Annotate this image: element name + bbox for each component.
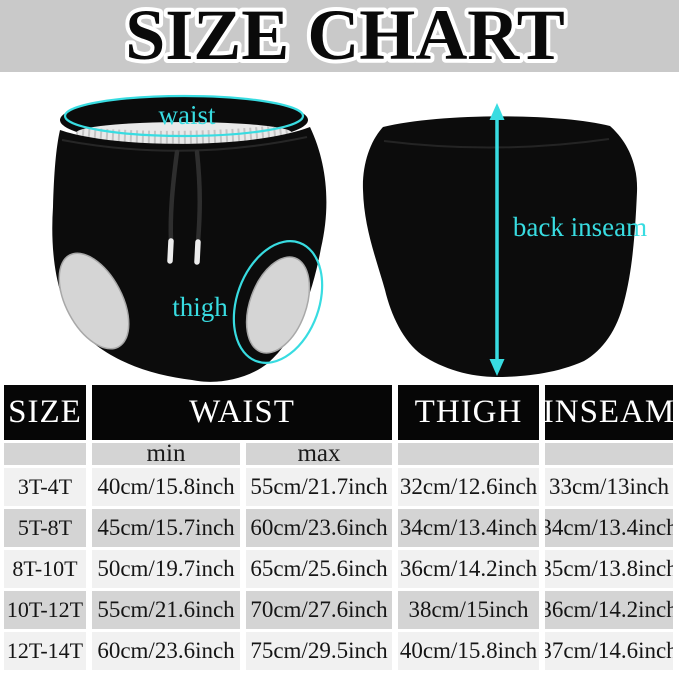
waist-max-cell: 70cm/27.6inch	[246, 591, 392, 629]
drawstring-left	[168, 149, 180, 244]
thigh-cell: 32cm/12.6inch	[398, 468, 539, 506]
size-cell: 8T-10T	[4, 550, 86, 588]
size-cell: 3T-4T	[4, 468, 86, 506]
waist-label: waist	[159, 100, 216, 130]
size-cell: 5T-8T	[4, 509, 86, 547]
inseam-cell: 33cm/13inch	[545, 468, 673, 506]
inseam-cell: 37cm/14.6inch	[545, 632, 673, 670]
subheader-empty-cell	[4, 443, 86, 465]
col-header-size: SIZE	[4, 385, 86, 440]
subheader-min: min	[92, 443, 240, 465]
waistband-pleats	[76, 123, 292, 144]
waist-max-cell: 75cm/29.5inch	[246, 632, 392, 670]
waist-max-cell: 65cm/25.6inch	[246, 550, 392, 588]
thigh-cell: 34cm/13.4inch	[398, 509, 539, 547]
inseam-arrow	[489, 103, 505, 376]
subheader-max: max	[246, 443, 392, 465]
thigh-cell: 38cm/15inch	[398, 591, 539, 629]
back-garment-illustration: back inseam	[362, 103, 647, 378]
waist-measure-ellipse	[63, 94, 305, 138]
drawstring-aglet-right	[194, 239, 201, 265]
waist-min-cell: 55cm/21.6inch	[92, 591, 240, 629]
subheader-empty-cell	[545, 443, 673, 465]
thigh-label: thigh	[172, 292, 228, 322]
size-cell: 12T-14T	[4, 632, 86, 670]
inseam-cell: 34cm/13.4inch	[545, 509, 673, 547]
col-header-waist: WAIST	[92, 385, 392, 440]
front-garment-illustration: waist thigh	[52, 94, 327, 382]
right-leg-opening	[245, 256, 311, 354]
subheader-empty-cell	[398, 443, 539, 465]
waist-min-cell: 60cm/23.6inch	[92, 632, 240, 670]
drawstring-aglet-left	[167, 238, 174, 264]
thigh-cell: 40cm/15.8inch	[398, 632, 539, 670]
waist-max-cell: 60cm/23.6inch	[246, 509, 392, 547]
back-inseam-label: back inseam	[513, 212, 647, 242]
waist-min-cell: 40cm/15.8inch	[92, 468, 240, 506]
col-header-thigh: THIGH	[398, 385, 539, 440]
page-title: SIZE CHART	[125, 0, 565, 75]
size-cell: 10T-12T	[4, 591, 86, 629]
waist-min-cell: 45cm/15.7inch	[92, 509, 240, 547]
thigh-measure-ellipse	[232, 240, 324, 364]
col-header-inseam: INSEAM	[545, 385, 673, 440]
left-leg-opening	[58, 252, 130, 350]
waist-max-cell: 55cm/21.7inch	[246, 468, 392, 506]
inseam-cell: 35cm/13.8inch	[545, 550, 673, 588]
front-waist-seam	[61, 136, 308, 152]
drawstring-right	[194, 149, 202, 245]
thigh-cell: 36cm/14.2inch	[398, 550, 539, 588]
waist-min-cell: 50cm/19.7inch	[92, 550, 240, 588]
back-garment-body	[362, 116, 638, 378]
size-chart-table: SIZE WAIST THIGH INSEAM min max 3T-4T 40…	[4, 385, 673, 670]
inseam-cell: 36cm/14.2inch	[545, 591, 673, 629]
title-band	[0, 0, 679, 72]
